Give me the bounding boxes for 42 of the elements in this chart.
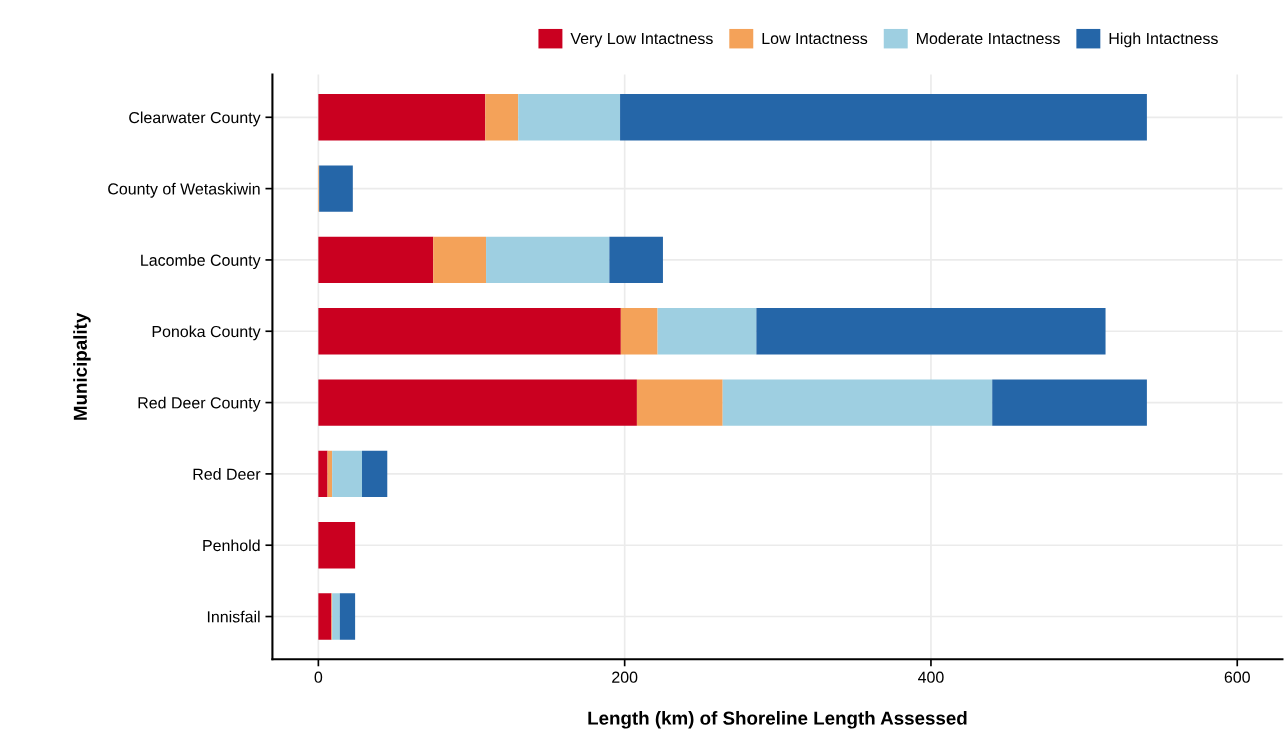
- y-tick-label: Red Deer County: [138, 396, 261, 412]
- bar: [332, 450, 363, 498]
- bar: [318, 379, 637, 426]
- legend-label: Moderate Intactness: [917, 32, 1060, 45]
- bar: [318, 94, 486, 141]
- bar: [339, 593, 356, 640]
- x-tick-label: 600: [1224, 671, 1250, 683]
- bar: [318, 308, 621, 355]
- bar: [319, 165, 353, 212]
- x-axis-title: Length (km) of Shoreline Length Assessed: [588, 711, 967, 729]
- bar: [485, 94, 519, 141]
- bar: [318, 522, 356, 569]
- bar: [636, 379, 723, 426]
- bar: [433, 236, 487, 284]
- y-tick-label: Lacombe County: [141, 254, 261, 270]
- bar: [318, 236, 434, 284]
- y-tick-label: Red Deer: [193, 468, 261, 480]
- bar: [362, 450, 388, 498]
- x-tick-label: 400: [918, 671, 944, 683]
- y-tick-label: County of Wetaskiwin: [108, 182, 260, 198]
- bar: [518, 94, 621, 141]
- y-tick-label: Clearwater County: [129, 111, 261, 127]
- bar: [756, 308, 1106, 355]
- bar: [318, 450, 328, 498]
- legend-label: Low Intactness: [762, 32, 868, 45]
- bar: [657, 308, 757, 355]
- bar: [486, 236, 610, 284]
- legend-label: Very Low Intactness: [570, 32, 713, 48]
- x-tick-label: 200: [612, 671, 638, 683]
- x-tick-label: 0: [314, 671, 323, 683]
- y-axis-title: Municipality: [73, 312, 91, 420]
- bar: [620, 94, 1147, 141]
- bar: [318, 593, 332, 640]
- y-tick-label: Penhold: [203, 539, 260, 552]
- bar: [332, 593, 340, 640]
- bar: [620, 308, 658, 355]
- bar: [722, 379, 993, 426]
- bar: [609, 236, 663, 284]
- y-tick-label: Ponoka County: [152, 325, 261, 341]
- y-tick-label: Innisfail: [207, 610, 260, 623]
- bar: [992, 379, 1147, 426]
- legend-label: High Intactness: [1109, 32, 1218, 48]
